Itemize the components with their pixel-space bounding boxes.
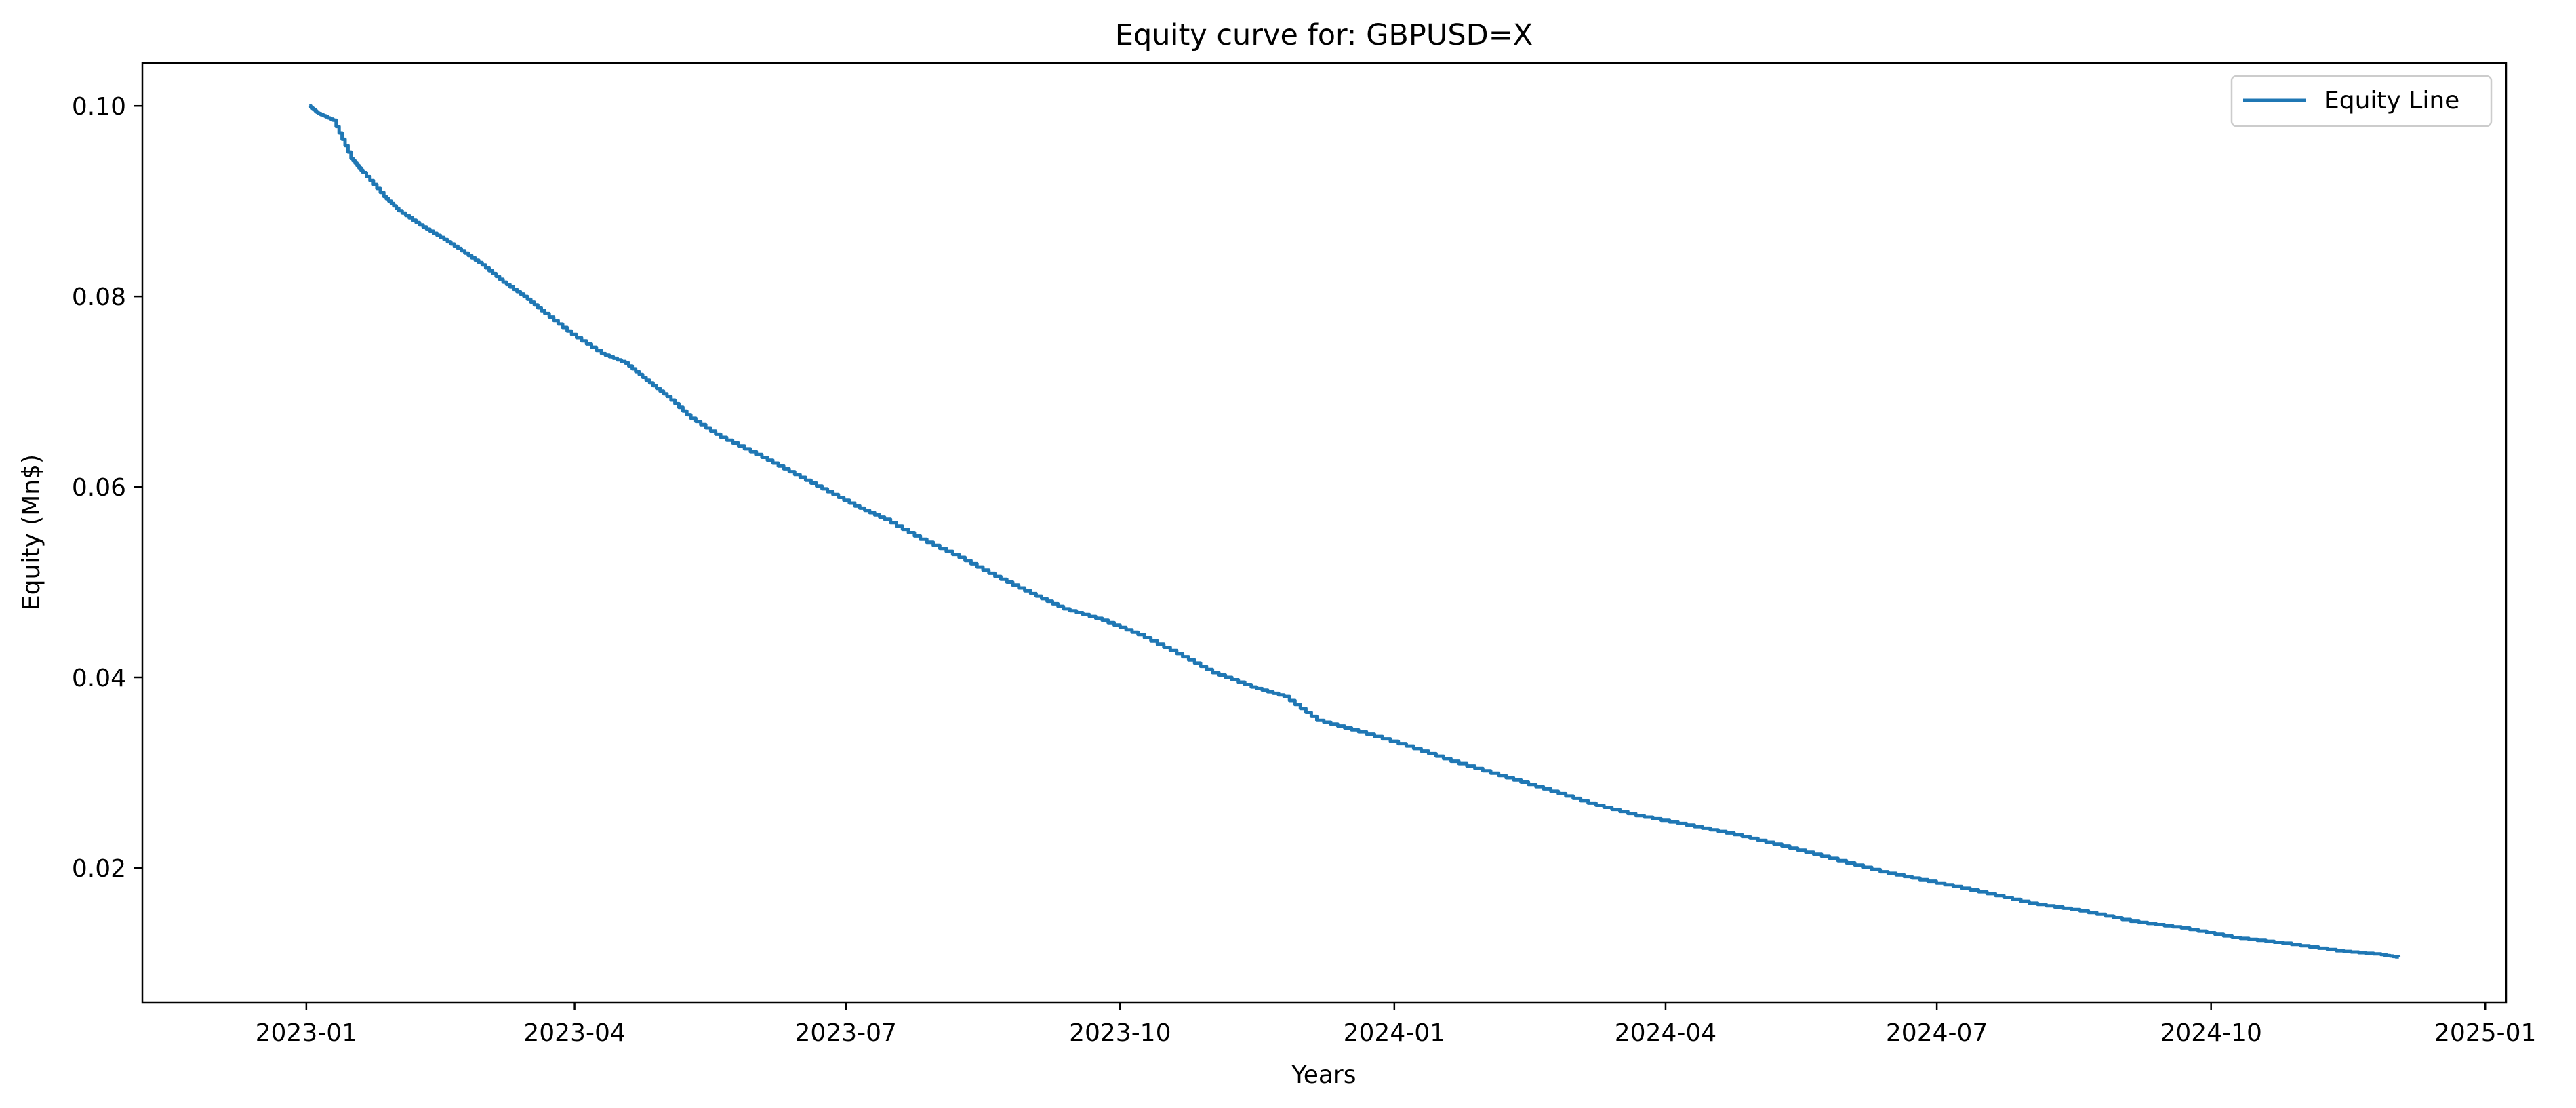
legend: Equity Line bbox=[2230, 75, 2493, 127]
y-tick-label: 0.06 bbox=[72, 474, 126, 502]
x-tick-label: 2024-04 bbox=[1615, 1019, 1716, 1047]
y-tick-label: 0.02 bbox=[72, 855, 126, 883]
x-tick-label: 2024-01 bbox=[1344, 1019, 1445, 1047]
x-tick-label: 2023-07 bbox=[795, 1019, 897, 1047]
y-axis: 0.02 0.04 0.06 0.08 0.10 bbox=[72, 93, 142, 883]
chart-title: Equity curve for: GBPUSD=X bbox=[1115, 18, 1533, 52]
equity-line bbox=[308, 104, 2401, 959]
series-layer bbox=[308, 104, 2401, 959]
x-tick-label: 2023-10 bbox=[1069, 1019, 1171, 1047]
x-tick-label: 2025-01 bbox=[2434, 1019, 2536, 1047]
y-axis-title: Equity (Mn$) bbox=[18, 454, 45, 610]
x-axis-title: Years bbox=[1291, 1061, 1356, 1089]
y-tick-label: 0.04 bbox=[72, 665, 126, 692]
y-tick-label: 0.08 bbox=[72, 283, 126, 311]
x-tick-label: 2023-04 bbox=[523, 1019, 625, 1047]
x-tick-label: 2024-10 bbox=[2160, 1019, 2261, 1047]
x-tick-label: 2023-01 bbox=[256, 1019, 357, 1047]
legend-box bbox=[2230, 75, 2493, 127]
x-tick-label: 2024-07 bbox=[1886, 1019, 1988, 1047]
x-axis: 2023-01 2023-04 2023-07 2023-10 2024-01 2024-… bbox=[256, 1002, 2536, 1047]
plot-frame bbox=[141, 62, 2508, 1004]
legend-label: Equity Line bbox=[2324, 87, 2459, 115]
y-tick-label: 0.10 bbox=[72, 93, 126, 121]
